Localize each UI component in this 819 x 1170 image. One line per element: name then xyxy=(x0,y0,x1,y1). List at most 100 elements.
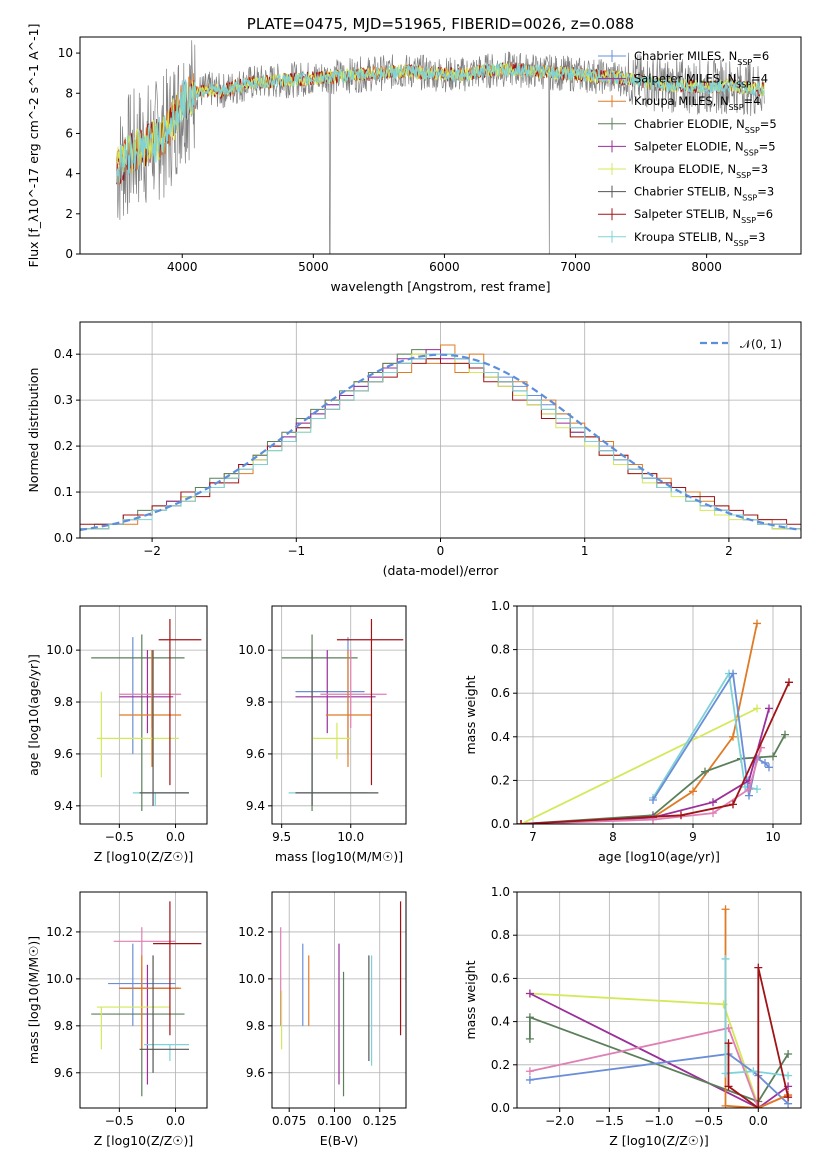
y-tick-label: 0.0 xyxy=(54,531,73,545)
x-tick-label: 0.0 xyxy=(166,1114,185,1128)
y-axis-label: Normed distribution xyxy=(26,368,41,493)
y-tick-label: 0.2 xyxy=(491,1058,510,1072)
y-tick-label: 0.0 xyxy=(491,1101,510,1115)
x-axis-label: (data-model)/error xyxy=(383,563,500,578)
x-axis-label: E(B-V) xyxy=(320,1133,359,1148)
error-bar xyxy=(113,927,176,1026)
axes-frame xyxy=(79,605,208,825)
y-tick-label: 1.0 xyxy=(491,885,510,899)
x-tick-label: 0.100 xyxy=(317,1114,351,1128)
y-axis-label: mass weight xyxy=(463,960,478,1039)
error-bar xyxy=(91,967,185,1097)
x-axis-label: Z [log10(Z/Z☉)] xyxy=(94,1133,194,1148)
y-tick-label: 0.0 xyxy=(491,817,510,831)
weight-marker xyxy=(784,1050,793,1058)
weight-marker xyxy=(765,704,773,713)
y-axis-label: mass [log10(M/M☉)] xyxy=(26,936,41,1064)
weight-marker xyxy=(677,811,685,820)
weight-marker xyxy=(701,767,709,776)
y-tick-label: 10.0 xyxy=(238,643,265,657)
x-axis-label: Z [log10(Z/Z☉)] xyxy=(94,849,194,864)
weight-marker xyxy=(724,1039,733,1048)
x-tick-label: 9.5 xyxy=(272,830,291,844)
y-axis-label: age [log10(age/yr)] xyxy=(26,654,41,776)
y-tick-label: 6 xyxy=(65,126,73,140)
x-axis-label: mass [log10(M/M☉)] xyxy=(275,849,403,864)
weight-marker xyxy=(525,1067,534,1076)
x-tick-label: −1.0 xyxy=(644,1114,673,1128)
plot-area xyxy=(517,619,793,824)
x-tick-label: 5000 xyxy=(298,260,329,274)
histogram-legend: 𝒩(0, 1) xyxy=(700,337,782,351)
y-tick-label: 0.4 xyxy=(491,1015,510,1029)
x-tick-label: 8 xyxy=(609,830,617,844)
weight-marker xyxy=(721,954,730,963)
error-bar xyxy=(325,650,372,767)
spectrum-legend: Chabrier MILES, NSSP=6 Salpeter MILES, NS… xyxy=(598,49,777,247)
weight-marker xyxy=(724,1082,733,1091)
error-bar xyxy=(119,650,182,728)
weight-marker xyxy=(754,1104,763,1108)
weight-marker xyxy=(525,1034,534,1043)
weight-marker xyxy=(785,678,793,687)
model-spectrum xyxy=(116,62,765,183)
y-tick-label: 10.0 xyxy=(46,643,73,657)
plot-area xyxy=(280,901,402,1097)
panel-mass_vs_Z: −0.5 0.0 9.6 9.8 10.0 10.2 Z [log10(Z/Z☉)] mass… xyxy=(26,891,208,1148)
weight-marker xyxy=(753,619,761,628)
x-tick-label: −0.5 xyxy=(105,830,134,844)
error-bar xyxy=(158,618,202,786)
y-tick-label: 4 xyxy=(65,167,73,181)
error-bar xyxy=(281,634,358,812)
y-tick-label: 10.2 xyxy=(46,925,73,939)
error-bar xyxy=(153,901,202,1036)
legend-label: Salpeter ELODIE, NSSP=5 xyxy=(634,139,776,157)
error-bar xyxy=(144,1044,190,1062)
y-tick-label: 0.6 xyxy=(491,971,510,985)
x-axis-label: age [log10(age/yr)] xyxy=(598,849,720,864)
weight-marker xyxy=(709,798,717,807)
panel-mass_weight_vs_age: 7 8 9 10 0.0 0.2 0.4 0.6 0.8 1.0 age [log10(age/yr… xyxy=(463,599,802,864)
panel-residual_histogram: −2 −1 0 1 2 0.0 0.1 0.2 0.3 0.4 (data-model)/error… xyxy=(26,321,802,578)
panel-mass_weight_vs_Z: −2.0 −1.5 −1.0 −0.5 0.0 0.0 0.2 0.4 0.6 0.8 1.0 Z [… xyxy=(463,885,802,1148)
panel-age_vs_mass: 9.5 10.0 9.4 9.6 9.8 10.0 mass [log10(M/M☉)] xyxy=(238,605,407,864)
x-tick-label: 0.0 xyxy=(166,830,185,844)
error-bar xyxy=(91,634,185,812)
y-tick-label: 9.6 xyxy=(246,1066,265,1080)
weight-series xyxy=(520,681,790,824)
x-tick-label: 0 xyxy=(437,544,445,558)
error-bar xyxy=(132,792,188,806)
legend-label: Kroupa STELIB, NSSP=3 xyxy=(634,230,765,248)
weight-series xyxy=(520,707,758,824)
weight-marker xyxy=(781,730,789,739)
weight-marker xyxy=(729,669,737,678)
legend-label: Chabrier STELIB, NSSP=3 xyxy=(634,185,774,203)
y-tick-label: 0 xyxy=(65,247,73,261)
x-axis-label: Z [log10(Z/Z☉)] xyxy=(609,1133,709,1148)
panel-age_vs_Z: −0.5 0.0 9.4 9.6 9.8 10.0 Z [log10(Z/Z☉)] age [… xyxy=(26,605,208,864)
x-tick-label: −2 xyxy=(143,544,161,558)
y-tick-label: 10.0 xyxy=(46,972,73,986)
legend-label: Kroupa ELODIE, NSSP=3 xyxy=(634,162,768,180)
x-axis-label: wavelength [Angstrom, rest frame] xyxy=(330,279,550,294)
plot-area xyxy=(525,905,793,1108)
x-tick-label: −2.0 xyxy=(545,1114,574,1128)
weight-marker xyxy=(689,787,697,796)
weight-marker xyxy=(709,809,717,818)
weight-marker xyxy=(754,963,763,972)
error-bar xyxy=(295,650,379,806)
weight-marker xyxy=(525,1013,534,1022)
y-tick-label: 0.1 xyxy=(54,485,73,499)
x-tick-label: 8000 xyxy=(691,260,722,274)
y-tick-label: 0.4 xyxy=(491,730,510,744)
error-bar xyxy=(119,955,182,1050)
y-tick-label: 1.0 xyxy=(491,599,510,613)
x-tick-label: 9 xyxy=(689,830,697,844)
weight-marker xyxy=(525,989,534,998)
y-tick-label: 0.4 xyxy=(54,347,73,361)
y-tick-label: 0.2 xyxy=(491,773,510,787)
legend-label: Salpeter MILES, NSSP=4 xyxy=(634,72,768,90)
error-bar xyxy=(139,650,190,806)
x-tick-label: 0.0 xyxy=(749,1114,768,1128)
